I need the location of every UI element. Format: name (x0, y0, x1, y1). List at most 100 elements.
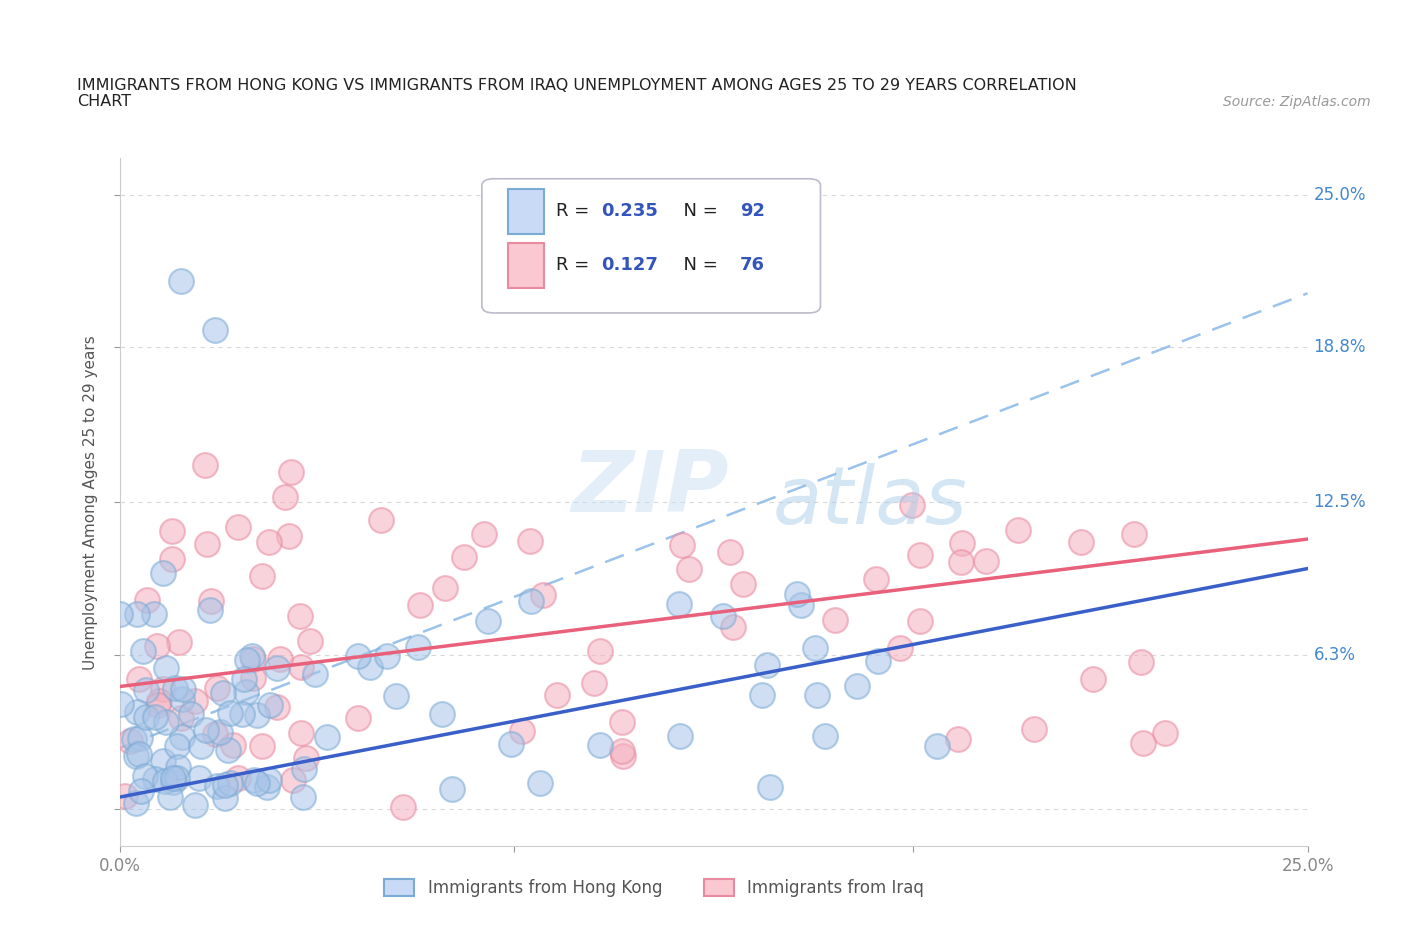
Point (211, 686, 233, 701)
Point (162, 524, 184, 538)
Point (359, 659, 381, 674)
Point (125, 606, 148, 621)
Point (304, 667, 326, 682)
Text: 18.8%: 18.8% (1313, 339, 1367, 356)
Point (110, 697, 132, 711)
Text: N =: N = (672, 257, 724, 274)
Point (610, 743, 633, 758)
Point (946, 732, 969, 747)
Point (145, 710, 167, 724)
Point (190, 739, 212, 754)
Point (242, 651, 264, 666)
Point (167, 760, 190, 775)
Point (170, 692, 193, 707)
Point (146, 638, 169, 653)
Point (889, 641, 911, 656)
Point (159, 790, 181, 804)
FancyBboxPatch shape (508, 189, 544, 234)
Point (803, 640, 825, 655)
Point (135, 710, 157, 724)
Point (172, 729, 194, 744)
Point (162, 770, 184, 785)
Point (519, 534, 541, 549)
Point (172, 682, 194, 697)
Point (152, 682, 174, 697)
Text: R =: R = (555, 257, 600, 274)
Point (291, 790, 314, 804)
Point (529, 776, 551, 790)
Text: 92: 92 (740, 202, 765, 220)
Point (184, 797, 207, 812)
Point (392, 799, 415, 814)
Point (669, 728, 692, 743)
Point (129, 784, 152, 799)
Point (1007, 522, 1029, 537)
Point (169, 711, 191, 725)
Point (128, 671, 150, 686)
Point (148, 698, 170, 712)
Point (409, 598, 432, 613)
Point (346, 648, 368, 663)
Point (228, 770, 250, 785)
Point (217, 743, 239, 758)
Point (1022, 722, 1045, 737)
Point (751, 688, 773, 703)
Text: atlas: atlas (773, 463, 967, 541)
Point (204, 323, 226, 338)
Point (1081, 671, 1104, 686)
Point (120, 733, 142, 748)
Point (162, 775, 184, 790)
Point (195, 723, 218, 737)
Point (152, 753, 174, 768)
Point (246, 776, 269, 790)
Point (845, 678, 868, 693)
Point (370, 512, 392, 527)
Point (135, 683, 157, 698)
Point (155, 660, 177, 675)
Point (290, 725, 312, 740)
Point (755, 658, 778, 672)
Point (257, 534, 280, 549)
Point (132, 644, 155, 659)
Point (477, 614, 499, 629)
Point (678, 562, 700, 577)
Point (974, 554, 997, 569)
Point (184, 693, 207, 708)
Point (583, 675, 606, 690)
Point (188, 771, 211, 786)
Point (246, 708, 269, 723)
Point (222, 737, 245, 752)
Point (671, 538, 693, 553)
Point (713, 608, 735, 623)
Point (200, 593, 222, 608)
Point (610, 715, 633, 730)
Point (718, 545, 741, 560)
Text: Source: ZipAtlas.com: Source: ZipAtlas.com (1223, 95, 1371, 109)
Point (214, 790, 236, 805)
Point (125, 749, 148, 764)
Point (668, 596, 690, 611)
Point (231, 706, 253, 721)
Point (170, 273, 193, 288)
Point (180, 707, 202, 722)
Point (165, 681, 187, 696)
Point (589, 737, 612, 752)
Point (806, 688, 828, 703)
Point (1130, 655, 1153, 670)
Text: 0.127: 0.127 (600, 257, 658, 274)
Point (950, 554, 973, 569)
Point (290, 659, 312, 674)
Text: 6.3%: 6.3% (1313, 645, 1355, 664)
Point (214, 777, 236, 792)
Point (612, 749, 634, 764)
Text: IMMIGRANTS FROM HONG KONG VS IMMIGRANTS FROM IRAQ UNEMPLOYMENT AMONG AGES 25 TO : IMMIGRANTS FROM HONG KONG VS IMMIGRANTS … (77, 78, 1077, 93)
Point (153, 774, 176, 789)
Point (589, 644, 612, 658)
Point (167, 634, 190, 649)
Point (143, 772, 166, 787)
Point (375, 648, 398, 663)
Point (824, 613, 846, 628)
Point (250, 738, 273, 753)
Point (385, 689, 408, 704)
Point (723, 620, 745, 635)
